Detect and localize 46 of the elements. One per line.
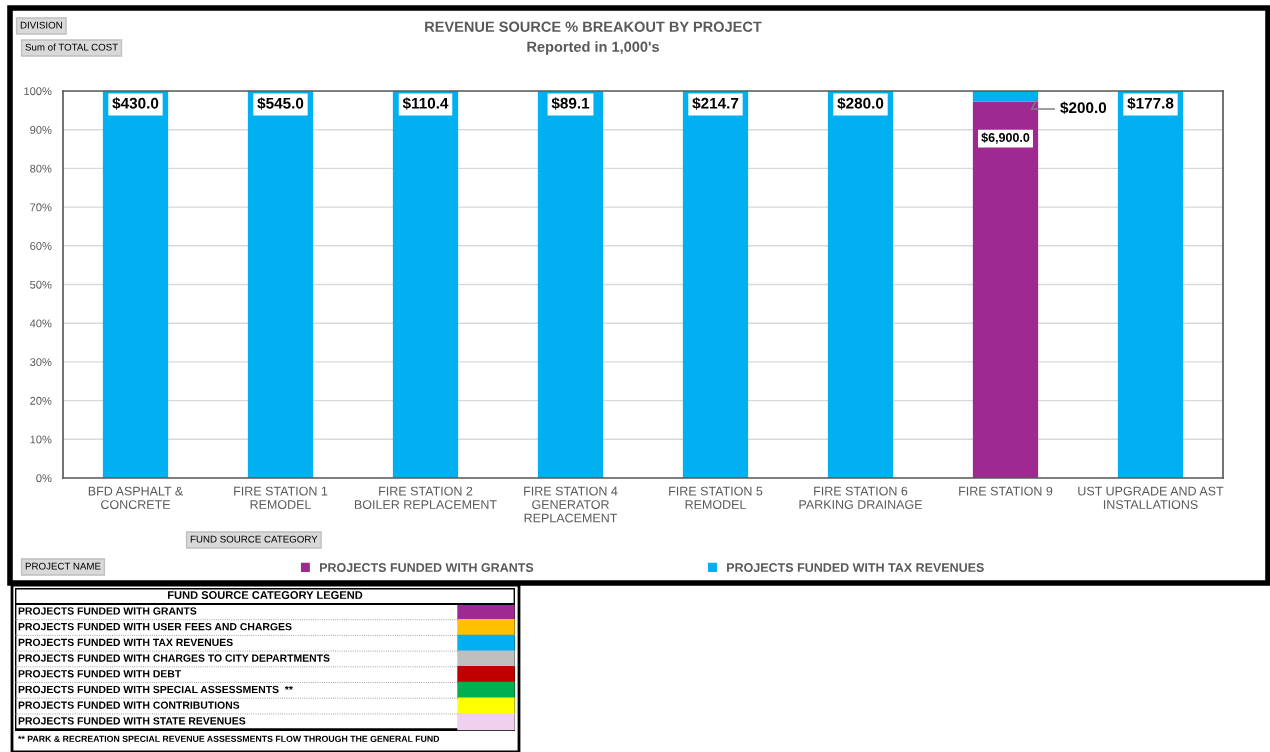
category-label: PROJECTS FUNDED WITH TAX REVENUES [18,638,233,647]
legend-label: PROJECTS FUNDED WITH TAX REVENUES [727,563,984,572]
y-tick-label: 100% [24,87,52,96]
category-label: PROJECTS FUNDED WITH CHARGES TO CITY DEPARTMENTS [18,654,330,662]
y-tick-label: 70% [30,203,52,212]
annotation: $280.0 [837,97,884,110]
x-tick-label: FIRE STATION 2 BOILER REPLACEMENT [354,486,497,509]
y-tick-label: 20% [30,396,52,405]
text: ** PARK & RECREATION SPECIAL REVENUE ASSESSMENTS FLOW THROUGH THE GENERAL FUND [18,735,440,742]
annotation: $110.4 [402,97,449,110]
x-tick-label: FIRE STATION 9 [959,486,1053,496]
annotation: $214.7 [692,97,739,110]
annotation: $430.0 [112,97,159,110]
category-label: PROJECTS FUNDED WITH GRANTS [18,607,197,615]
legend-label: PROJECTS FUNDED WITH GRANTS [319,563,534,572]
x-tick-label: FIRE STATION 5 REMODEL [669,486,763,509]
annotation: $6,900.0 [981,132,1030,144]
category-label: PROJECTS FUNDED WITH STATE REVENUES [18,717,246,725]
category-label: PROJECTS FUNDED WITH USER FEES AND CHARGES [18,622,292,631]
chart-subtitle: Reported in 1,000's [527,41,659,55]
y-tick-label: 30% [30,358,52,367]
annotation: $177.8 [1127,97,1174,110]
x-tick-label: FIRE STATION 4 GENERATOR REPLACEMENT [524,486,618,523]
x-tick-label: BFD ASPHALT & CONCRETE [88,486,184,509]
text: FUND SOURCE CATEGORY LEGEND [168,591,363,599]
y-tick-label: 80% [30,164,52,173]
category-label: PROJECTS FUNDED WITH CONTRIBUTIONS [18,701,240,709]
annotation: $200.0 [1060,101,1107,115]
annotation: $545.0 [257,97,304,110]
text: DIVISION [20,21,62,29]
text: FUND SOURCE CATEGORY [190,535,318,543]
chart-title: REVENUE SOURCE % BREAKOUT BY PROJECT [425,21,762,32]
x-tick-label: FIRE STATION 1 REMODEL [234,486,328,509]
annotation: $89.1 [551,97,590,110]
y-tick-label: 10% [30,435,52,444]
y-tick-label: 50% [30,280,52,289]
category-label: PROJECTS FUNDED WITH SPECIAL ASSESSMENTS ** [18,685,293,694]
x-tick-label: UST UPGRADE AND AST INSTALLATIONS [1078,486,1224,509]
y-tick-label: 60% [30,242,52,250]
text: PROJECT NAME [25,562,101,570]
y-tick-label: 40% [29,319,52,328]
y-tick-label: 90% [30,125,52,134]
y-tick-label: 0% [36,474,52,483]
category-label: PROJECTS FUNDED WITH DEBT [18,670,182,678]
text: Sum of TOTAL COST [25,43,118,51]
x-tick-label: FIRE STATION 6 PARKING DRAINAGE [799,486,923,509]
